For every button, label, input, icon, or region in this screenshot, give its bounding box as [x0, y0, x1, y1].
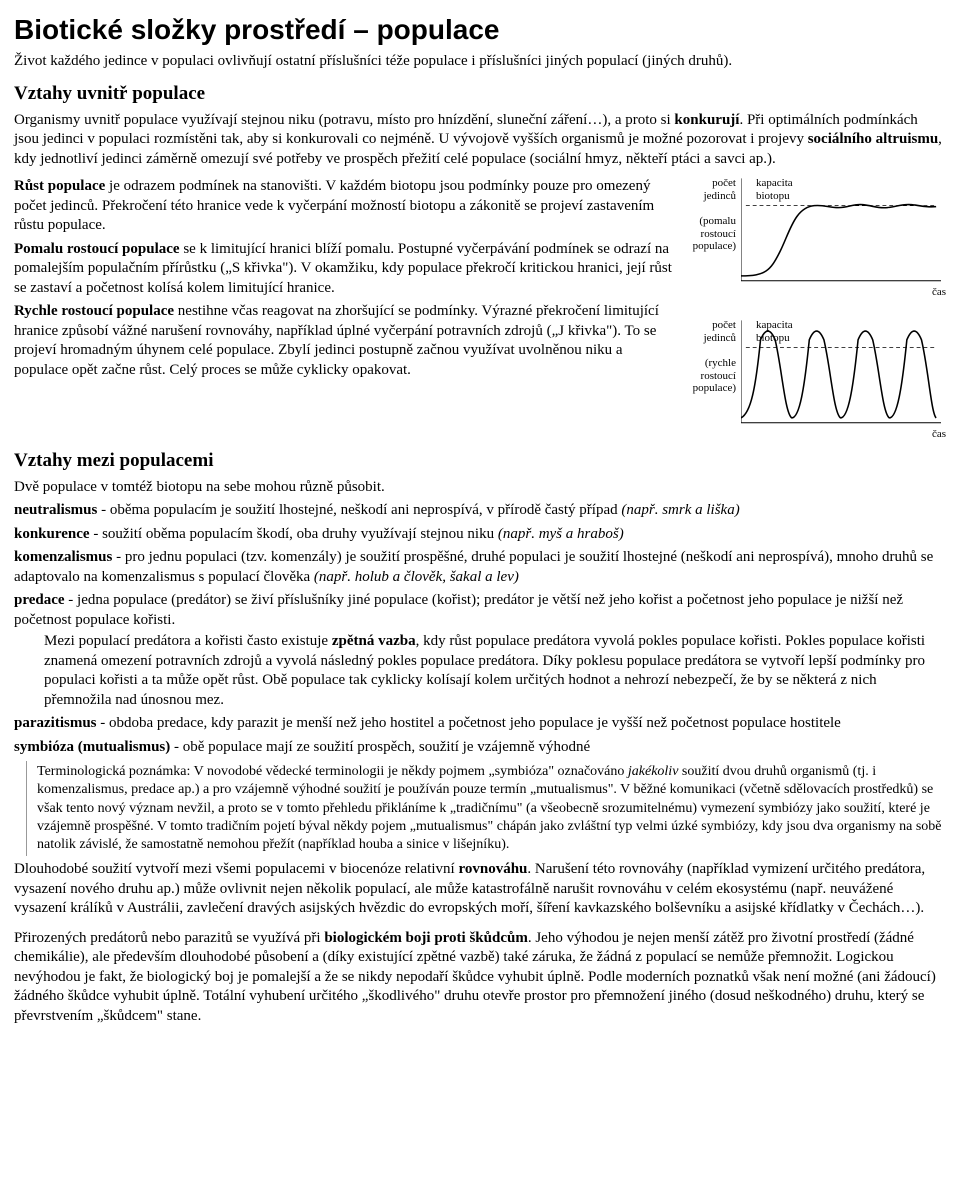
intro-paragraph: Život každého jedince v populaci ovlivňu… — [14, 52, 946, 72]
text: - oběma populacím je soužití lhostejné, … — [97, 502, 621, 518]
predace-detail: Mezi populací predátora a kořisti často … — [44, 632, 946, 710]
chart2-ylabel: počet jedinců (rychle rostoucí populace) — [686, 319, 736, 395]
bold: konkurují — [674, 112, 739, 128]
example: (např. holub a člověk, šakal a lev) — [314, 569, 519, 585]
chart2-svg — [741, 319, 941, 429]
konkurence: konkurence - soužití oběma populacím ško… — [14, 525, 946, 545]
chart1-ylabel: počet jedinců (pomalu rostoucí populace) — [686, 177, 736, 253]
bold: rovnováhu — [458, 861, 527, 877]
sec1-p2: Růst populace je odrazem podmínek na sta… — [14, 177, 674, 236]
chart1-svg — [741, 177, 941, 287]
text: - obdoba predace, kdy parazit je menší n… — [97, 715, 841, 731]
section1-heading: Vztahy uvnitř populace — [14, 82, 946, 107]
term: komenzalismus — [14, 549, 112, 565]
komenzalismus: komenzalismus - pro jednu populaci (tzv.… — [14, 548, 946, 587]
biological-control-paragraph: Přirozených predátorů nebo parazitů se v… — [14, 929, 946, 1027]
sec2-intro: Dvě populace v tomtéž biotopu na sebe mo… — [14, 478, 946, 498]
sec1-p3: Pomalu rostoucí populace se k limitující… — [14, 240, 674, 299]
bold: biologickém boji proti škůdcům — [324, 930, 528, 946]
text: Přirozených predátorů nebo parazitů se v… — [14, 930, 324, 946]
term: symbióza (mutualismus) — [14, 739, 170, 755]
chart-slow-growth: počet jedinců (pomalu rostoucí populace)… — [686, 177, 946, 297]
term: konkurence — [14, 526, 90, 542]
neutralismus: neutralismus - oběma populacím je soužit… — [14, 501, 946, 521]
term: parazitismus — [14, 715, 97, 731]
text: Organismy uvnitř populace využívají stej… — [14, 112, 674, 128]
sec1-p1: Organismy uvnitř populace využívají stej… — [14, 111, 946, 170]
example: (např. smrk a liška) — [621, 502, 739, 518]
text: Dlouhodobé soužití vytvoří mezi všemi po… — [14, 861, 458, 877]
equilibrium-paragraph: Dlouhodobé soužití vytvoří mezi všemi po… — [14, 860, 946, 919]
italic: jakékoliv — [628, 764, 679, 779]
parazitismus: parazitismus - obdoba predace, kdy paraz… — [14, 714, 946, 734]
bold: sociálního altruismu — [808, 131, 938, 147]
text: Terminologická poznámka: V novodobé věde… — [37, 764, 628, 779]
bold: Růst populace — [14, 178, 105, 194]
text: Mezi populací predátora a kořisti často … — [44, 633, 332, 649]
text: je odrazem podmínek na stanovišti. V kaž… — [14, 178, 654, 233]
sec1-p4: Rychle rostoucí populace nestihne včas r… — [14, 302, 674, 380]
bold: Pomalu rostoucí populace — [14, 241, 180, 257]
bold: zpětná vazba — [332, 633, 416, 649]
chart2-xlabel: čas — [932, 427, 946, 441]
terminology-note: Terminologická poznámka: V novodobé věde… — [26, 761, 946, 856]
symbioza: symbióza (mutualismus) - obě populace ma… — [14, 738, 946, 758]
s-curve — [741, 205, 936, 276]
term: predace — [14, 592, 65, 608]
bold: Rychle rostoucí populace — [14, 303, 174, 319]
chart1-xlabel: čas — [932, 285, 946, 299]
predace: predace - jedna populace (predátor) se ž… — [14, 591, 946, 710]
chart-fast-growth: počet jedinců (rychle rostoucí populace)… — [686, 319, 946, 439]
text: - jedna populace (predátor) se živí přís… — [14, 592, 903, 628]
text: - soužití oběma populacím škodí, oba dru… — [90, 526, 498, 542]
example: (např. myš a hraboš) — [498, 526, 624, 542]
section2-heading: Vztahy mezi populacemi — [14, 449, 946, 474]
j-curve — [741, 331, 936, 418]
page-title: Biotické složky prostředí – populace — [14, 12, 946, 48]
term: neutralismus — [14, 502, 97, 518]
text: - obě populace mají ze soužití prospěch,… — [170, 739, 590, 755]
